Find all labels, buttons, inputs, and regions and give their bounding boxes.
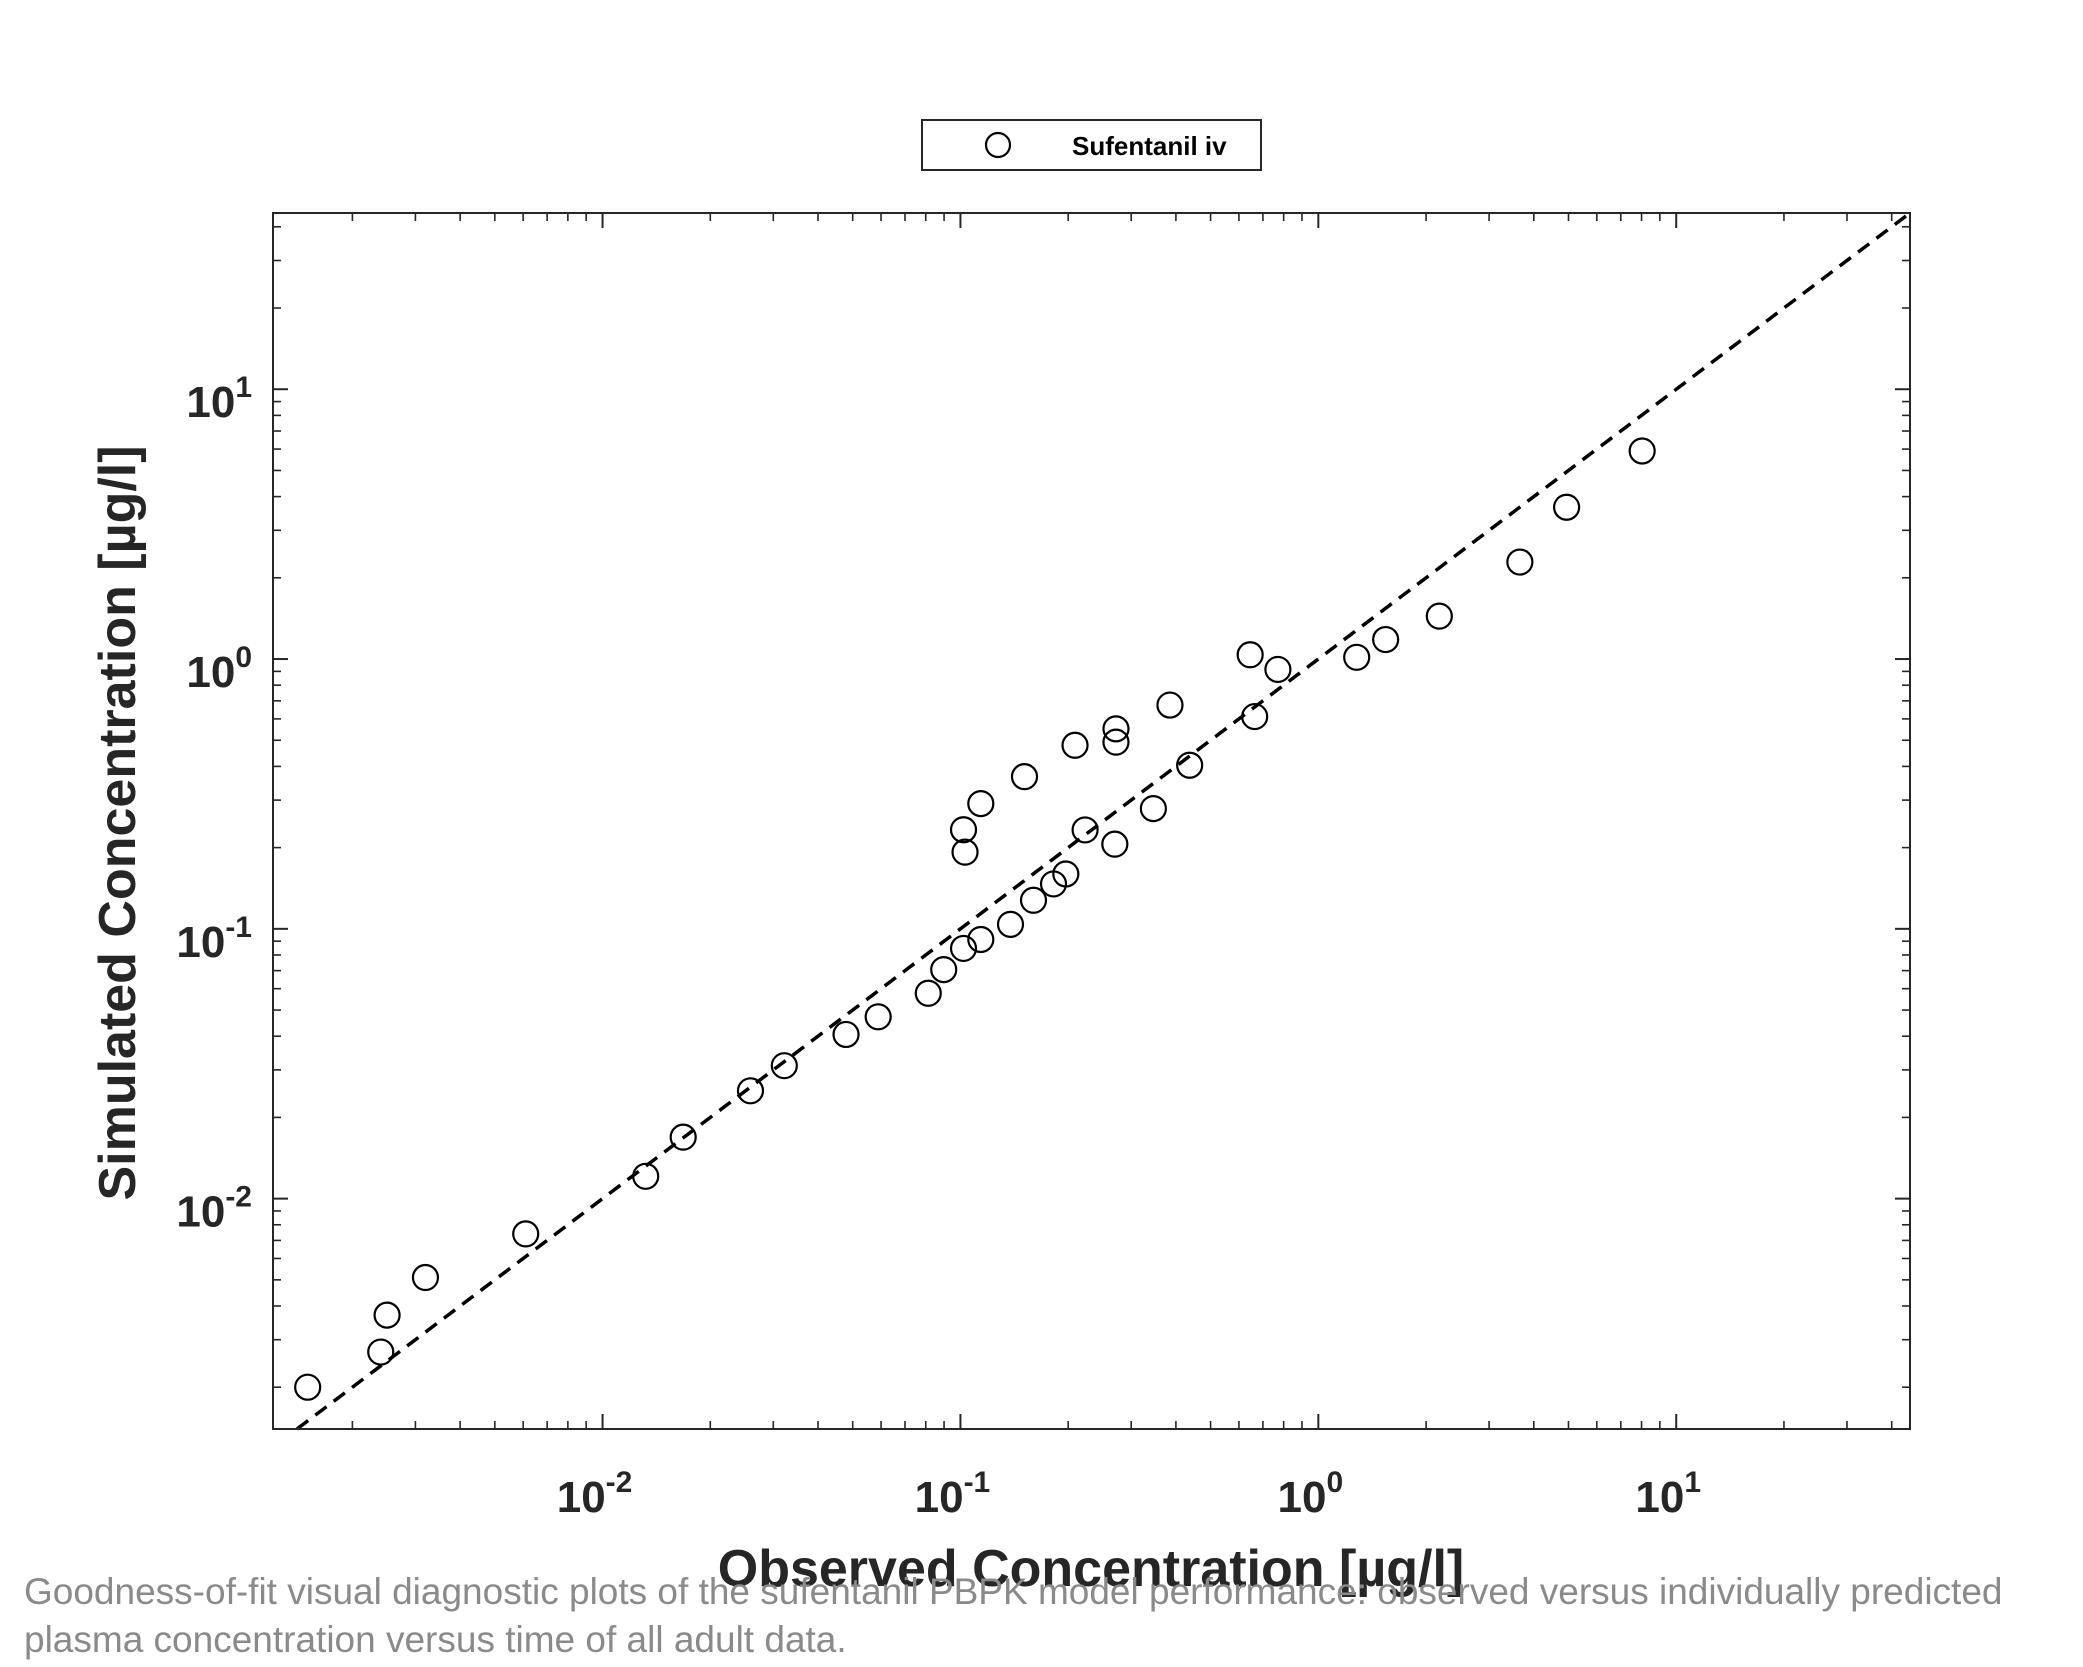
data-point [1553, 493, 1581, 521]
data-point [930, 956, 958, 984]
x-tick-label: 10-1 [915, 1466, 991, 1522]
data-point [1236, 641, 1264, 669]
data-point [367, 1338, 395, 1366]
data-point [512, 1220, 540, 1248]
y-tick-label: 10-2 [176, 1181, 252, 1237]
data-point [1071, 816, 1099, 844]
y-tick-label: 101 [186, 371, 252, 427]
x-tick-label: 101 [1635, 1466, 1701, 1522]
legend-marker [984, 131, 1012, 159]
data-point [1052, 860, 1080, 888]
legend-box [921, 119, 1262, 171]
y-axis-title: Simulated Concentration [µg/l] [89, 445, 147, 1200]
data-point [864, 1003, 892, 1031]
data-point [1102, 728, 1130, 756]
data-point [736, 1077, 765, 1105]
minor-ticks [273, 213, 1910, 1429]
data-point [1241, 702, 1269, 731]
x-axis-title: Observed Concentration [µg/l] [718, 1540, 1464, 1598]
data-point [1101, 830, 1129, 858]
data-point [1264, 655, 1292, 684]
x-tick-label: 10-2 [557, 1466, 633, 1522]
data-point [1061, 731, 1089, 759]
data-point [294, 1373, 322, 1401]
data-point [1156, 691, 1184, 719]
data-point [632, 1162, 660, 1190]
data-point [967, 789, 995, 818]
data-point [669, 1123, 697, 1151]
x-tick-label: 100 [1278, 1466, 1344, 1522]
data-point [411, 1263, 440, 1292]
data-point [1019, 886, 1048, 914]
plot-area [273, 213, 1910, 1429]
data-point [1628, 437, 1656, 465]
data-point [1372, 625, 1400, 654]
data-point [1010, 763, 1039, 791]
data-point [1176, 751, 1204, 779]
data-point [373, 1301, 401, 1329]
data-point [967, 925, 995, 954]
data-point [914, 979, 942, 1007]
data-point [1139, 795, 1167, 823]
identity-line [295, 211, 1912, 1431]
data-point [1506, 548, 1534, 576]
y-tick-label: 100 [186, 641, 252, 697]
data-point [1343, 643, 1371, 671]
data-point [949, 934, 978, 963]
x-tick-labels: 10-2 10-1 100 101 [557, 1466, 1701, 1522]
data-point [949, 816, 978, 844]
y-tick-labels: 10-2 10-1 100 101 [176, 371, 252, 1236]
data-point [832, 1020, 860, 1049]
data-point [996, 910, 1025, 938]
data-point [1102, 715, 1130, 743]
data-point [951, 838, 979, 866]
figure-caption: Goodness-of-fit visual diagnostic plots … [24, 1571, 2003, 1660]
legend-label: Sufentanil iv [1072, 131, 1227, 161]
data-points [294, 437, 1656, 1401]
y-tick-label: 10-1 [176, 911, 252, 967]
major-ticks [273, 213, 1910, 1429]
data-point [770, 1052, 798, 1080]
legend: Sufentanil iv [921, 119, 1262, 171]
data-point [1425, 602, 1453, 630]
plot-frame [272, 212, 1911, 1430]
